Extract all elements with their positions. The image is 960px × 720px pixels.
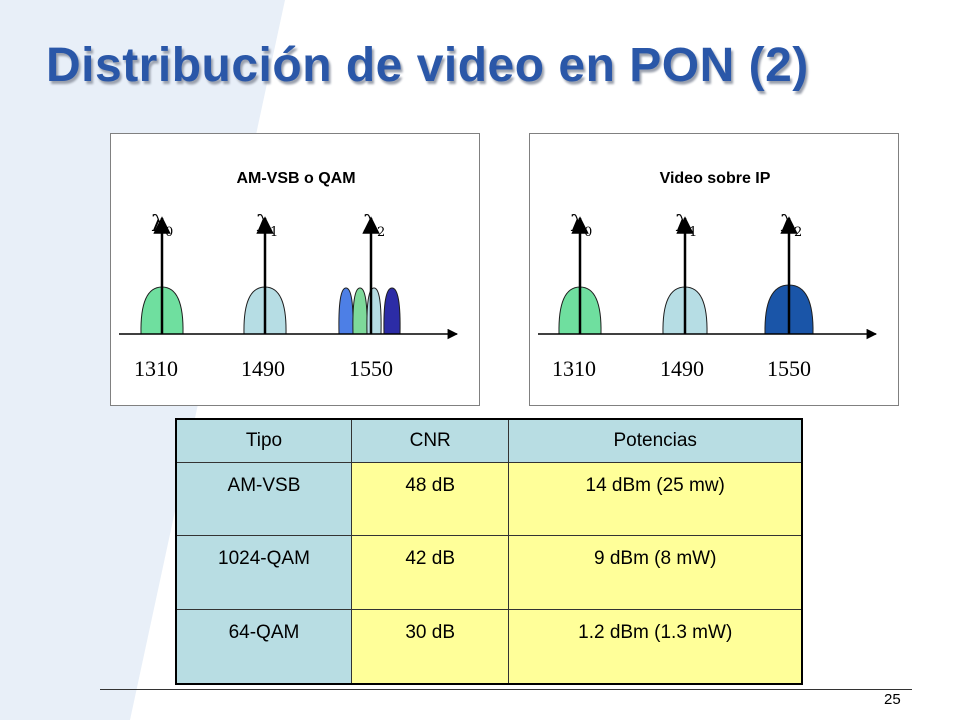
panel-am-vsb-qam: AM-VSB o QAM λ0 λ1 λ2 1310 1490 1550 — [110, 133, 480, 406]
footer-divider — [100, 689, 912, 690]
lambda1-label: λ1 — [256, 212, 278, 240]
wavelength-1550: 1550 — [349, 356, 393, 381]
slide-number: 25 — [884, 691, 901, 708]
cell-cnr: 30 dB — [350, 608, 510, 685]
wavelength-1490: 1490 — [241, 356, 285, 381]
table-row: AM-VSB 48 dB 14 dBm (25 mw) — [175, 461, 803, 537]
wavelength-1310: 1310 — [552, 356, 596, 381]
lambda2-label: λ2 — [363, 212, 385, 240]
cell-potencias: 14 dBm (25 mw) — [508, 461, 803, 537]
qam-carrier-1 — [338, 287, 354, 335]
wavelength-1310: 1310 — [134, 356, 178, 381]
table-header-row: Tipo CNR Potencias — [175, 418, 803, 463]
cell-cnr: 48 dB — [350, 461, 510, 537]
cell-tipo: AM-VSB — [175, 461, 352, 537]
qam-carrier-2 — [352, 287, 368, 335]
table-row: 64-QAM 30 dB 1.2 dBm (1.3 mW) — [175, 608, 803, 685]
lambda0-label: λ0 — [570, 212, 592, 240]
wavelength-1490: 1490 — [660, 356, 704, 381]
cell-potencias: 1.2 dBm (1.3 mW) — [508, 608, 803, 685]
header-cnr: CNR — [350, 418, 510, 463]
panel-video-ip: Video sobre IP λ0 λ1 λ2 1310 1490 1550 — [529, 133, 899, 406]
slide-title: Distribución de video en PON (2) — [46, 39, 809, 92]
qam-carrier-4 — [383, 287, 401, 335]
wavelength-1550: 1550 — [767, 356, 811, 381]
header-potencias: Potencias — [508, 418, 803, 463]
lambda2-label: λ2 — [780, 212, 802, 240]
table-row: 1024-QAM 42 dB 9 dBm (8 mW) — [175, 535, 803, 610]
cell-tipo: 1024-QAM — [175, 535, 352, 610]
header-tipo: Tipo — [175, 418, 352, 463]
panel-title: AM-VSB o QAM — [236, 170, 355, 187]
lambda1-label: λ1 — [675, 212, 697, 240]
video-comparison-table: Tipo CNR Potencias AM-VSB 48 dB 14 dBm (… — [175, 418, 803, 685]
qam-carrier-3 — [366, 287, 382, 335]
lambda0-label: λ0 — [151, 212, 173, 240]
lambda2-qam-carriers — [338, 287, 401, 335]
cell-potencias: 9 dBm (8 mW) — [508, 535, 803, 610]
panel-title: Video sobre IP — [660, 170, 771, 187]
cell-cnr: 42 dB — [350, 535, 510, 610]
cell-tipo: 64-QAM — [175, 608, 352, 685]
